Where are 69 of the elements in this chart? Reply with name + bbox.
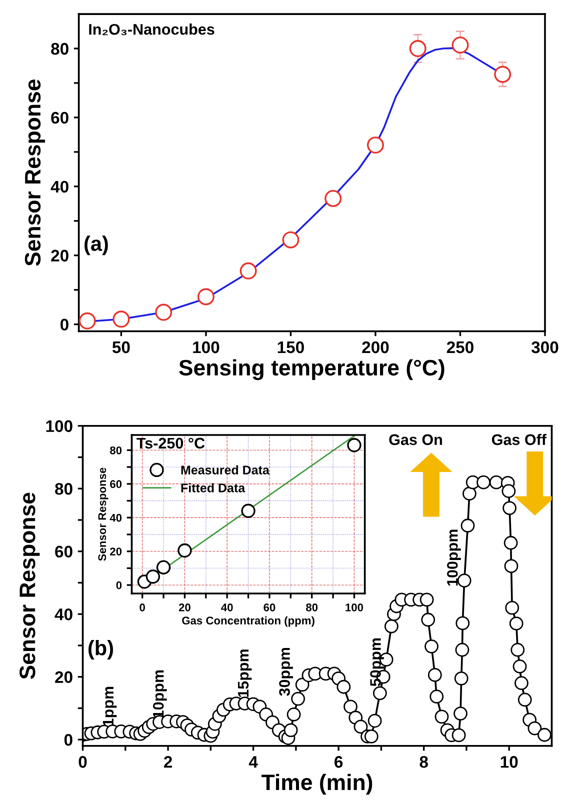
x-tick-label: 0 bbox=[78, 756, 87, 768]
point bbox=[452, 36, 469, 54]
annotation: (a) bbox=[84, 236, 108, 256]
x-tick-label: 100 bbox=[346, 603, 364, 612]
x-tick-label: 60 bbox=[264, 603, 276, 612]
x-tick-label: 40 bbox=[221, 603, 233, 612]
annotation: 10ppm bbox=[152, 670, 167, 718]
legend-label: Measured Data bbox=[181, 465, 270, 474]
x-tick-label: 300 bbox=[531, 341, 558, 354]
point bbox=[241, 504, 256, 518]
point bbox=[155, 304, 172, 321]
x-axis-title: Gas Concentration (ppm) bbox=[182, 616, 314, 627]
annotation: Gas Off bbox=[492, 434, 547, 446]
x-axis-title: Sensing temperature (°C) bbox=[179, 359, 444, 380]
x-tick-label: 8 bbox=[420, 756, 428, 768]
y-axis-title: Sensor Response bbox=[20, 492, 40, 680]
y-tick-label: 0 bbox=[116, 581, 122, 590]
x-tick-label: 0 bbox=[140, 603, 145, 612]
y-axis-title: Sensor Response bbox=[24, 80, 46, 266]
x-tick-label: 250 bbox=[446, 341, 474, 354]
y-tick-label: 80 bbox=[55, 483, 72, 495]
x-tick-label: 50 bbox=[112, 341, 130, 354]
x-tick-label: 6 bbox=[334, 756, 343, 768]
x-axis-title: Time (min) bbox=[262, 774, 372, 795]
x-tick-label: 4 bbox=[248, 756, 258, 768]
point bbox=[197, 288, 214, 306]
point bbox=[494, 66, 512, 83]
point bbox=[324, 190, 342, 207]
point bbox=[78, 312, 96, 330]
annotation: In₂O₃-Nanocubes bbox=[89, 24, 214, 36]
y-tick-label: 60 bbox=[51, 112, 68, 124]
annotation: 1ppm bbox=[102, 686, 117, 726]
y-tick-label: 20 bbox=[55, 671, 72, 684]
point bbox=[366, 136, 384, 154]
point bbox=[347, 438, 362, 452]
point bbox=[112, 310, 130, 328]
y-tick-label: 40 bbox=[110, 514, 122, 522]
y-tick-label: 20 bbox=[51, 250, 68, 262]
y-tick-label: 0 bbox=[64, 734, 72, 746]
point bbox=[156, 560, 171, 574]
point bbox=[409, 40, 426, 57]
annotation: (b) bbox=[88, 640, 114, 660]
y-tick-label: 0 bbox=[60, 318, 68, 331]
point bbox=[282, 231, 300, 248]
x-tick-label: 2 bbox=[164, 756, 172, 768]
annotation: Ts-250 °C bbox=[136, 438, 205, 449]
annotation: 50ppm bbox=[370, 638, 384, 686]
x-tick-label: 20 bbox=[178, 603, 190, 612]
y-tick-label: 80 bbox=[51, 42, 68, 55]
x-tick-label: 80 bbox=[306, 603, 318, 612]
annotation: Gas On bbox=[389, 434, 442, 446]
x-tick-label: 100 bbox=[193, 341, 220, 354]
x-tick-label: 10 bbox=[500, 756, 518, 768]
y-tick-label: 20 bbox=[110, 548, 122, 556]
y-tick-label: 60 bbox=[55, 546, 72, 558]
point bbox=[146, 570, 160, 584]
annotation: 30ppm bbox=[279, 648, 293, 696]
y-tick-label: 60 bbox=[110, 480, 122, 488]
point bbox=[240, 262, 257, 280]
legend-label: Fitted Data bbox=[181, 483, 246, 492]
y-tick-label: 100 bbox=[46, 420, 72, 432]
x-tick-label: 150 bbox=[278, 341, 304, 354]
point bbox=[178, 543, 192, 558]
annotation: 100ppm bbox=[447, 530, 461, 586]
y-tick-label: 80 bbox=[110, 446, 122, 454]
y-tick-label: 40 bbox=[50, 180, 68, 193]
annotation: 15ppm bbox=[238, 650, 252, 697]
y-axis-title: Sensor Response bbox=[98, 468, 108, 561]
x-tick-label: 200 bbox=[362, 341, 389, 354]
